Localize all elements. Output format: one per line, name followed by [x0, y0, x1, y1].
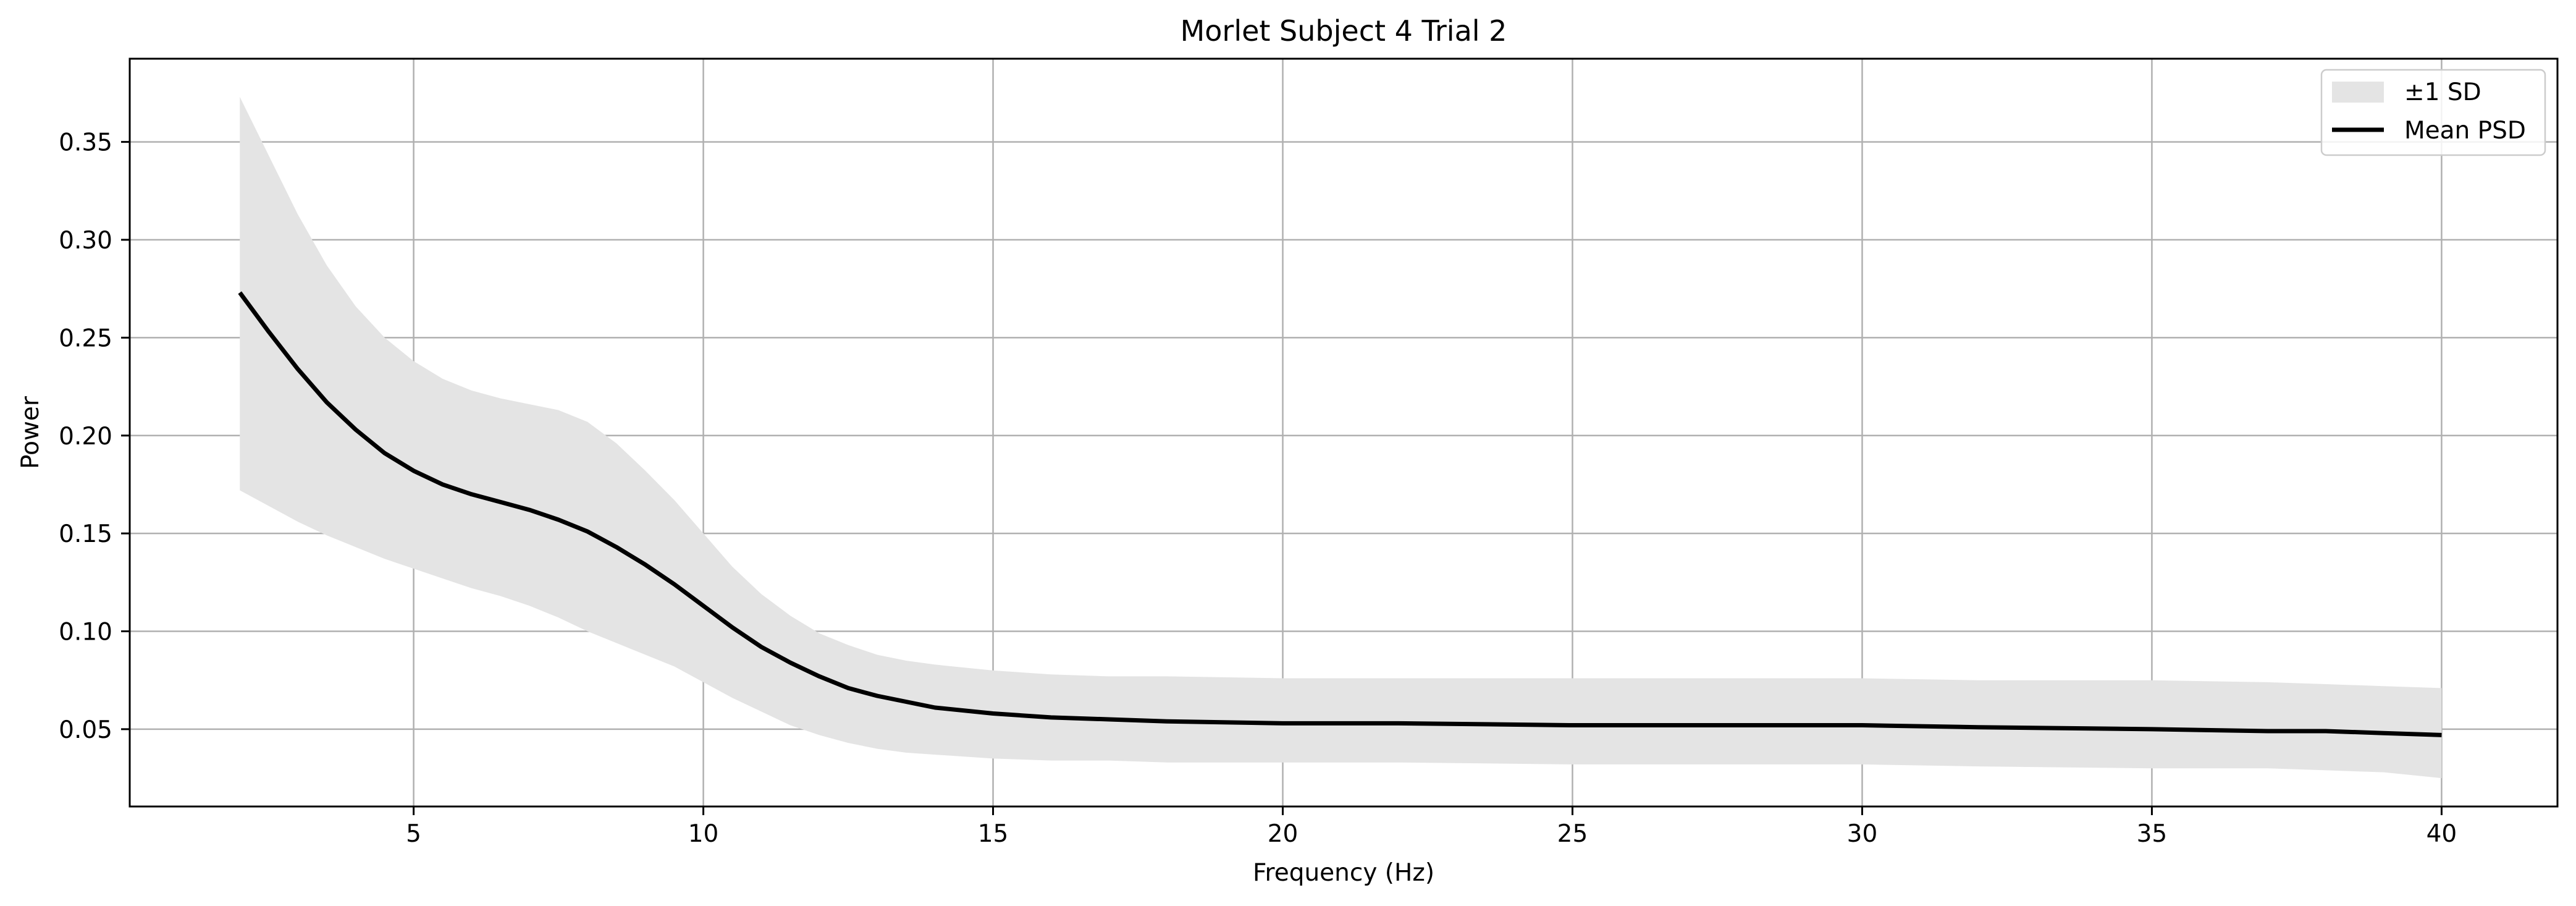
- chart-title: Morlet Subject 4 Trial 2: [1181, 14, 1507, 48]
- y-tick-label: 0.20: [59, 423, 112, 451]
- legend-label-mean-psd: Mean PSD: [2404, 117, 2526, 145]
- x-tick-label: 20: [1268, 820, 1299, 848]
- x-tick-label: 35: [2137, 820, 2168, 848]
- y-tick-label: 0.10: [59, 619, 112, 646]
- x-axis: 5 10 15 20 25 30 35 40: [406, 807, 2457, 848]
- x-tick-label: 5: [406, 820, 421, 848]
- legend-label-sd-band: ±1 SD: [2404, 78, 2481, 106]
- y-tick-label: 0.25: [59, 324, 112, 352]
- mean-line-layer: [238, 291, 2442, 737]
- mean-psd-line: [238, 291, 2442, 737]
- y-tick-label: 0.30: [59, 227, 112, 255]
- legend-swatch-sd-band: [2332, 82, 2384, 103]
- x-axis-title: Frequency (Hz): [1253, 859, 1434, 887]
- plot-frame: [128, 57, 2559, 808]
- x-tick-label: 10: [688, 820, 719, 848]
- x-tick-label: 15: [978, 820, 1009, 848]
- sd-band-layer: [240, 96, 2442, 779]
- x-tick-label: 25: [1557, 820, 1588, 848]
- y-tick-label: 0.35: [59, 129, 112, 157]
- y-axis: 0.05 0.10 0.15 0.20 0.25 0.30 0.35: [59, 129, 130, 744]
- legend: ±1 SD Mean PSD: [2320, 69, 2546, 156]
- y-tick-label: 0.05: [59, 716, 112, 744]
- grid-lines: [130, 59, 2557, 807]
- sd-band-area: [240, 96, 2442, 779]
- y-axis-title: Power: [17, 396, 44, 469]
- y-tick-label: 0.15: [59, 520, 112, 548]
- x-tick-label: 40: [2427, 820, 2457, 848]
- x-tick-label: 30: [1847, 820, 1878, 848]
